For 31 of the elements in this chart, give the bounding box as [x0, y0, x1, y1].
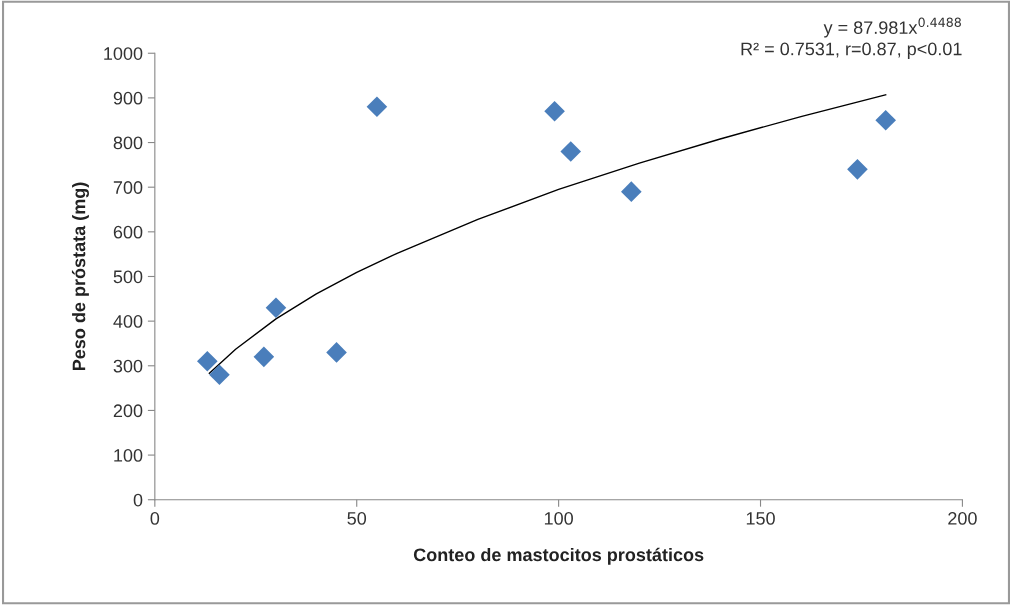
x-tick-label: 0 — [150, 512, 160, 525]
point — [326, 342, 347, 363]
y-tick-label: 600 — [113, 225, 143, 239]
point — [253, 346, 275, 368]
y-tick-label: 400 — [113, 315, 143, 328]
y-tick-label: 0 — [133, 493, 143, 507]
text: y = 87.981x$^{0.4488}$ — [823, 17, 961, 38]
y-tick-label: 800 — [113, 136, 143, 150]
y-tick-label: 300 — [113, 359, 143, 373]
point — [560, 141, 582, 162]
point — [875, 109, 896, 131]
y-tick-label: 1000 — [104, 47, 143, 60]
point — [847, 159, 868, 180]
point — [621, 181, 642, 202]
y-tick-label: 200 — [113, 404, 143, 418]
x-tick-label: 100 — [544, 512, 573, 525]
point — [366, 96, 388, 118]
y-tick-label: 900 — [113, 91, 143, 105]
x-tick-label: 200 — [948, 512, 977, 525]
y-axis-title: Peso de próstata (mg) — [71, 182, 89, 371]
x-axis-title: Conteo de mastocitos prostáticos — [413, 547, 704, 565]
point — [265, 297, 287, 319]
annotation: R² = 0.7531, r=0.87, p<0.01 — [741, 42, 962, 59]
y-tick-label: 500 — [113, 270, 143, 284]
y-tick-label: 100 — [114, 449, 143, 462]
point — [197, 351, 218, 372]
x-tick-label: 50 — [347, 512, 367, 525]
point — [209, 364, 230, 386]
point — [544, 100, 565, 122]
y-tick-label: 700 — [113, 181, 143, 194]
x-tick-label: 150 — [746, 512, 775, 525]
